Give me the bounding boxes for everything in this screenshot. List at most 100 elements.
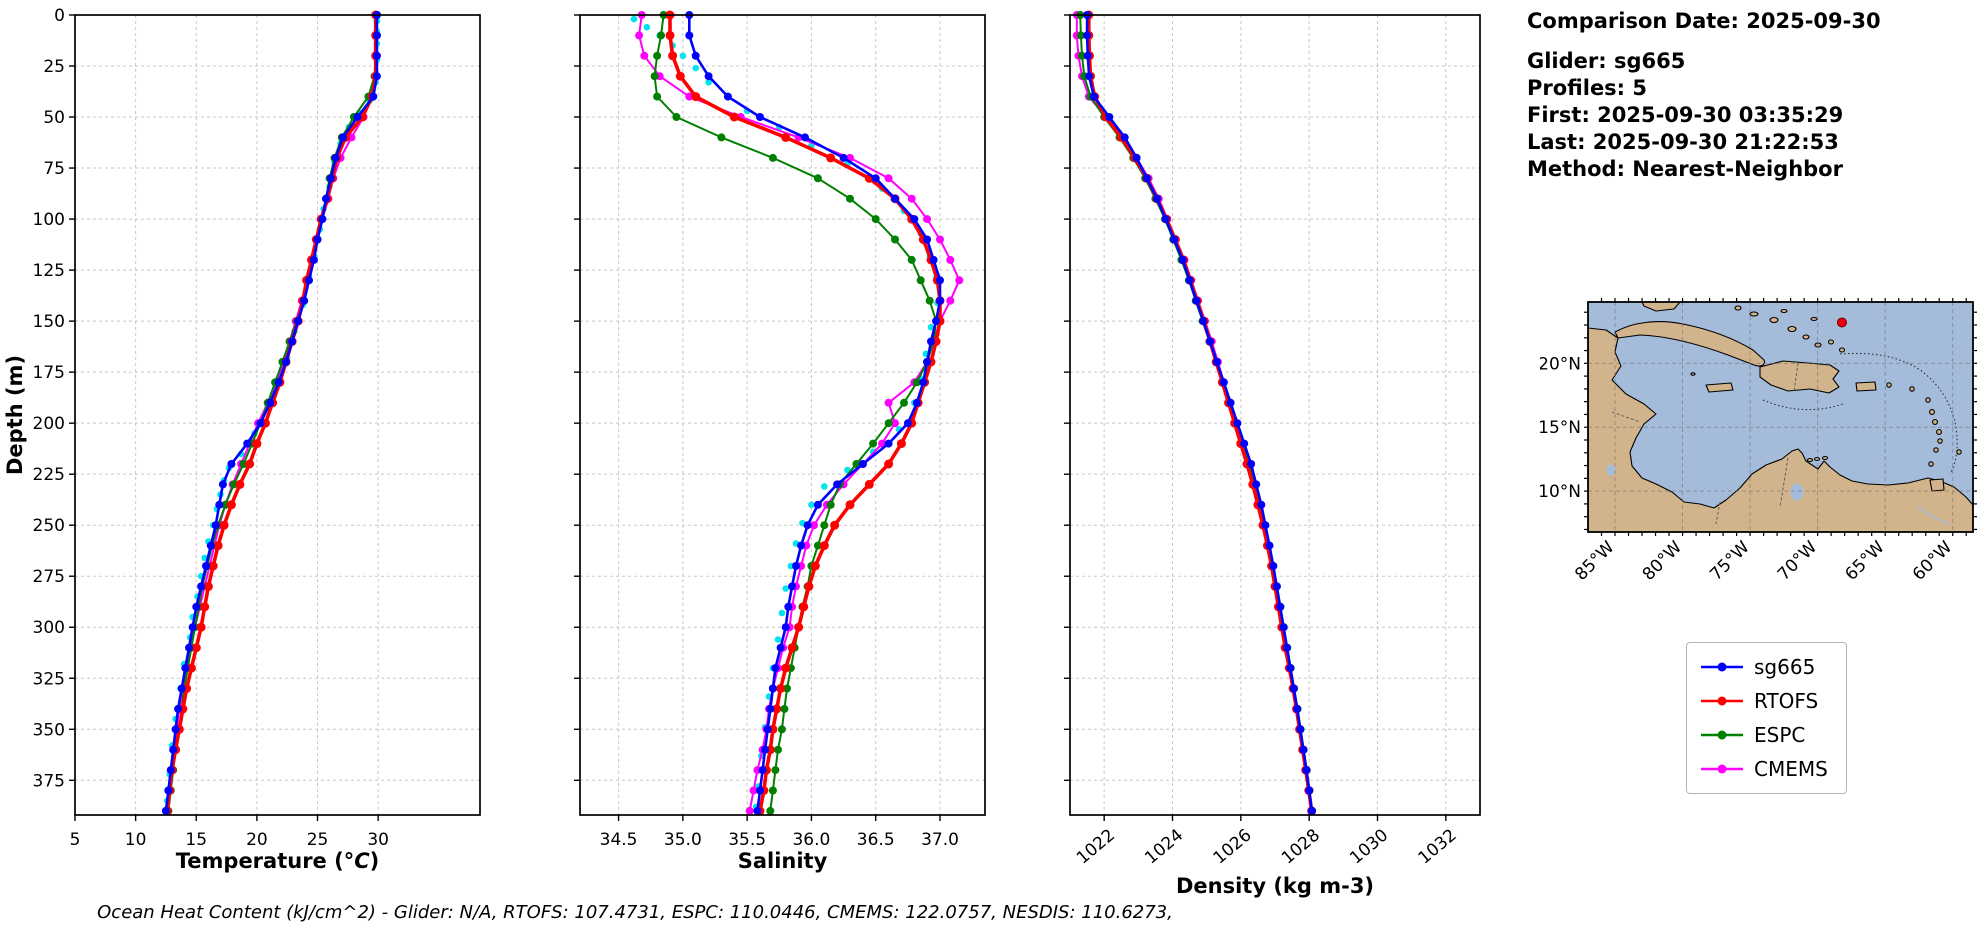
series-line-RTOFS xyxy=(165,13,378,813)
y-tick-label: 100 xyxy=(33,210,65,230)
marker-CMEMS xyxy=(923,215,932,224)
marker-sg665 xyxy=(903,419,912,428)
y-tick-label: 300 xyxy=(33,618,65,638)
marker-sg665 xyxy=(1120,133,1129,142)
marker-CMEMS xyxy=(635,31,644,40)
legend-label: ESPC xyxy=(1754,723,1806,747)
x-tick-label: 10 xyxy=(125,830,147,850)
marker-CMEMS xyxy=(685,92,694,101)
y-tick-label: 150 xyxy=(33,312,65,332)
marker-sg665 xyxy=(177,684,186,693)
marker-sg665 xyxy=(243,439,252,448)
marker-sg665 xyxy=(788,582,797,591)
florida xyxy=(1641,302,1681,312)
marker-ESPC xyxy=(653,51,662,60)
marker-sg665 xyxy=(372,51,381,60)
lesser-antilles xyxy=(1886,382,1962,467)
marker-RTOFS xyxy=(219,520,229,530)
marker-sg665 xyxy=(704,72,713,81)
map-lon-label: 60°W xyxy=(1909,537,1956,584)
marker-sg665 xyxy=(685,31,694,40)
marker-RTOFS xyxy=(772,704,782,714)
marker-sg665 xyxy=(797,541,806,550)
series-line-ESPC xyxy=(1079,14,1314,812)
plot-frame xyxy=(579,14,986,816)
marker-sg665 xyxy=(723,92,732,101)
marker-ESPC xyxy=(780,704,789,713)
marker-ESPC xyxy=(766,806,775,815)
marker-ESPC xyxy=(813,541,822,550)
marker-sg665 xyxy=(1286,664,1295,673)
marker-sg665 xyxy=(166,766,175,775)
marker-sg665 xyxy=(161,806,170,815)
marker-sg665 xyxy=(197,582,206,591)
marker-RTOFS xyxy=(213,541,223,551)
marker-sg665 xyxy=(313,235,322,244)
x-tick-label: 1024 xyxy=(1141,825,1187,868)
maritime-boundary xyxy=(1839,352,1958,475)
marker-RTOFS xyxy=(235,479,245,489)
marker-sg665 xyxy=(833,480,842,489)
marker-ESPC xyxy=(826,500,835,509)
marker-ESPC xyxy=(657,31,665,40)
marker-CMEMS xyxy=(749,786,758,795)
legend-item-ESPC: ESPC xyxy=(1699,723,1828,747)
marker-CMEMS xyxy=(955,276,964,285)
marker-RTOFS xyxy=(787,643,797,653)
marker-RTOFS xyxy=(200,602,210,612)
abc-islands xyxy=(1806,455,1829,463)
marker-ESPC xyxy=(650,72,659,81)
marker-sg665 xyxy=(766,704,775,713)
marker-ESPC xyxy=(916,276,925,285)
marker-RTOFS xyxy=(819,541,829,551)
series-line-sg665 xyxy=(1085,13,1314,813)
marker-sg665 xyxy=(1257,500,1266,509)
marker-ESPC xyxy=(239,460,248,468)
marker-sg665 xyxy=(202,562,210,570)
marker-sg665 xyxy=(326,174,335,183)
marker-sg665 xyxy=(1265,541,1274,550)
y-tick-label: 50 xyxy=(43,108,65,128)
marker-RTOFS xyxy=(691,92,701,102)
x-tick-label: 1030 xyxy=(1346,825,1392,868)
marker-sg665 xyxy=(211,521,220,530)
info-line: Profiles: 5 xyxy=(1527,76,1648,100)
marker-ESPC xyxy=(925,296,934,305)
y-tick-label: 175 xyxy=(33,363,65,383)
marker-sg665 xyxy=(1252,480,1261,489)
marker-ESPC xyxy=(1078,51,1086,60)
y-tick-label: 25 xyxy=(43,57,65,77)
country-border xyxy=(1779,457,1789,508)
marker-glider-raw xyxy=(821,483,828,490)
map-border xyxy=(1587,301,1974,533)
lake-maracaibo xyxy=(1790,483,1804,501)
marker-sg665 xyxy=(300,296,309,305)
marker-sg665 xyxy=(936,276,944,285)
marker-sg665 xyxy=(164,786,173,795)
marker-CMEMS xyxy=(640,51,649,60)
map-lon-label: 75°W xyxy=(1706,537,1753,584)
map-lat-label: 20°N xyxy=(1540,354,1581,374)
marker-RTOFS xyxy=(196,622,206,632)
marker-sg665 xyxy=(1170,235,1179,244)
marker-CMEMS xyxy=(347,133,356,142)
marker-sg665 xyxy=(1269,562,1278,570)
marker-sg665 xyxy=(912,398,921,407)
marker-ESPC xyxy=(771,766,780,775)
marker-sg665 xyxy=(813,500,822,509)
marker-sg665 xyxy=(1185,276,1194,285)
x-tick-label: 30 xyxy=(367,830,389,850)
marker-sg665 xyxy=(372,31,381,40)
marker-sg665 xyxy=(322,194,330,203)
marker-glider-raw xyxy=(705,79,712,86)
map-lon-label: 70°W xyxy=(1774,537,1821,584)
y-tick-label: 125 xyxy=(33,261,65,281)
marker-RTOFS xyxy=(896,439,906,449)
marker-CMEMS xyxy=(907,194,916,203)
marker-sg665 xyxy=(318,215,327,224)
marker-CMEMS xyxy=(745,806,754,815)
marker-sg665 xyxy=(206,541,215,550)
marker-CMEMS xyxy=(946,255,955,264)
marker-RTOFS xyxy=(776,684,786,693)
